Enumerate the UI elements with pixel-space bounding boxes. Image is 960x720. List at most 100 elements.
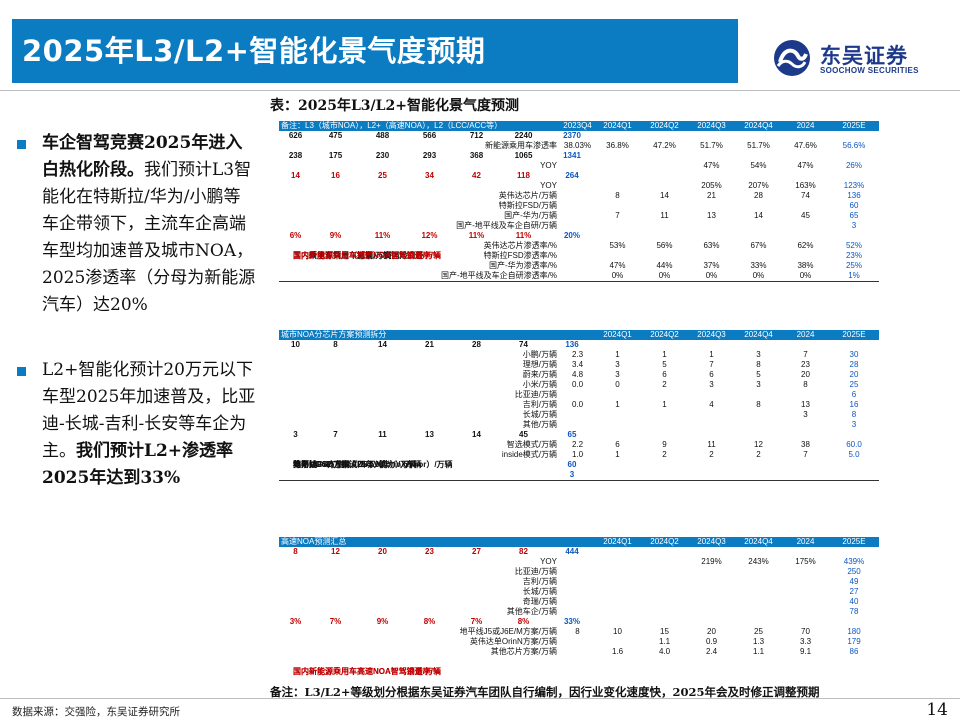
table-cell: 243% — [748, 557, 769, 566]
row-label: inside模式/万辆 — [501, 450, 557, 459]
table-cell — [688, 587, 735, 597]
table-row: 特斯拉FSD/万辆 60 — [279, 201, 879, 211]
table-section-chip: 城市NOA分芯片方案预测拆分 2024Q1 2024Q2 2024Q3 2024Q4 20… — [279, 330, 879, 481]
table-cell: 14 — [472, 430, 481, 439]
soochow-logo-icon — [774, 40, 810, 76]
logo-en-text: SOOCHOW SECURITIES — [820, 66, 919, 75]
table-cell — [641, 390, 688, 400]
table-cell — [641, 161, 688, 171]
table-row: 国内新能源乘用车城市NOA智驾渗透率/% 6% 9% 11% 12% 11% 11% 20% — [279, 231, 879, 260]
table-cell: 51.7% — [747, 141, 770, 150]
table-row: 其他车企/万辆 78 — [279, 607, 879, 617]
table-cell — [641, 251, 688, 261]
table-cell: 9% — [329, 231, 342, 240]
table-cell: 3 — [615, 360, 620, 369]
table-cell: 11% — [374, 231, 391, 240]
table-cell: 6% — [289, 231, 302, 240]
row-label: 国内新能源乘用车城市NOA智驾渗透率/% — [293, 251, 441, 260]
table-header-cell: 2024Q2 — [650, 121, 679, 130]
table-cell — [688, 251, 735, 261]
table-cell: 0% — [752, 271, 765, 280]
table-cell: 6 — [662, 370, 667, 379]
table-cell — [561, 201, 594, 211]
table-cell: 175 — [328, 151, 343, 160]
table-row: 长城/万辆 3 8 — [279, 410, 879, 420]
table-cell: 47% — [703, 161, 720, 170]
table-cell: 40 — [849, 597, 859, 606]
table-cell: 2 — [709, 450, 714, 459]
table-cell: 30 — [849, 350, 859, 359]
table-cell: 219% — [701, 557, 722, 566]
table-cell: 2 — [662, 380, 667, 389]
row-label: 长城/万辆 — [522, 587, 557, 596]
table-cell — [735, 587, 782, 597]
table-cell: 205% — [701, 181, 722, 190]
table-cell — [641, 557, 688, 567]
table-cell — [561, 390, 594, 400]
table-cell: 49 — [849, 577, 859, 586]
table-cell — [782, 597, 829, 607]
table-cell — [688, 410, 735, 420]
table-row: 吉利/万辆 49 — [279, 577, 879, 587]
table-cell: 7 — [803, 450, 808, 459]
table-cell: 25 — [849, 380, 859, 389]
bullet-1-text: 我们预计L3智能化在特斯拉/华为/小鹏等车企带领下，主流车企高端车型均加速普及城… — [42, 160, 256, 315]
table-cell: 70 — [801, 627, 810, 636]
table-cell: 0% — [799, 271, 812, 280]
table-cell: 0% — [658, 271, 671, 280]
table-cell: 264 — [565, 171, 579, 180]
table-cell: 23 — [425, 547, 434, 556]
table-cell: 20 — [849, 370, 859, 379]
table-title: 表：2025年L3/L2+智能化景气度预测 — [270, 98, 519, 114]
table-cell: 566 — [422, 131, 437, 140]
table-cell: 1.0 — [571, 450, 584, 459]
table-cell: 47.6% — [794, 141, 817, 150]
table-cell: 12 — [754, 440, 763, 449]
table-cell — [782, 587, 829, 597]
table-cell — [782, 577, 829, 587]
table-cell: 11% — [468, 231, 485, 240]
table-cell: 3 — [709, 380, 714, 389]
table-cell — [641, 577, 688, 587]
table-cell — [782, 390, 829, 400]
table-cell: 21 — [707, 191, 716, 200]
table-cell: 11% — [515, 231, 532, 240]
table-row: 华为MDC方案（ADS3.0能力）/万辆 3 7 11 13 14 45 65 — [279, 430, 879, 469]
row-label: 吉利/万辆 — [522, 400, 557, 409]
table-row: 国产-华为渗透率/% 47% 44% 37% 33% 38% 25% — [279, 261, 879, 271]
table-cell: 20% — [563, 231, 580, 240]
table-cell: 136 — [565, 340, 579, 349]
table-cell: 38.03% — [563, 141, 592, 150]
table-cell: 36.8% — [606, 141, 629, 150]
table-row: 英伟达芯片渗透率/% 53% 56% 63% 67% 62% 52% — [279, 241, 879, 251]
table-cell: 9 — [662, 440, 667, 449]
table-row: 国内新能源乘用车城市NOA智驾销量/万辆 14 16 25 34 42 118 264 — [279, 171, 879, 260]
table-cell — [641, 221, 688, 231]
row-label: 地平线J6P/万辆 — [293, 460, 350, 469]
table-cell: 1065 — [514, 151, 533, 160]
table-header-cell — [561, 330, 594, 340]
row-label: 英伟达芯片渗透率/% — [483, 241, 557, 250]
table-row: 国内乘用车销量（万辆）-交强险口径 626 475 488 566 712 2240 2370 — [279, 131, 879, 260]
footer-divider — [0, 698, 960, 699]
table-cell: 8 — [333, 340, 338, 349]
table-cell: 23% — [845, 251, 862, 260]
table-cell: 8 — [756, 400, 761, 409]
table-cell: 250 — [847, 567, 861, 576]
row-label: 国内新能源乘用车高速NOA智驾销量/万辆 — [293, 667, 441, 676]
row-label: 比亚迪/万辆 — [514, 390, 557, 399]
table-cell — [561, 577, 594, 587]
footer: 数据来源：交强险，东吴证券研究所 14 — [0, 698, 960, 720]
table-cell: 74 — [519, 340, 528, 349]
table-header-row: 备注：L3（城市NOA），L2+（高速NOA），L2（LCC/ACC等） 2023… — [279, 121, 879, 131]
table-cell — [561, 181, 594, 191]
table-cell: 2 — [662, 450, 667, 459]
table-cell: 52% — [845, 241, 862, 250]
table-header-cell — [561, 537, 594, 547]
table-cell: 4.8 — [571, 370, 584, 379]
bullet-1-bold: 车企智驾竞赛2025年进入白热化阶段。 — [42, 133, 243, 180]
table-header-cell: 2024 — [796, 537, 815, 546]
table-cell: 475 — [328, 131, 343, 140]
row-label: 蔚来/万辆 — [522, 370, 557, 379]
table-cell — [594, 410, 641, 420]
